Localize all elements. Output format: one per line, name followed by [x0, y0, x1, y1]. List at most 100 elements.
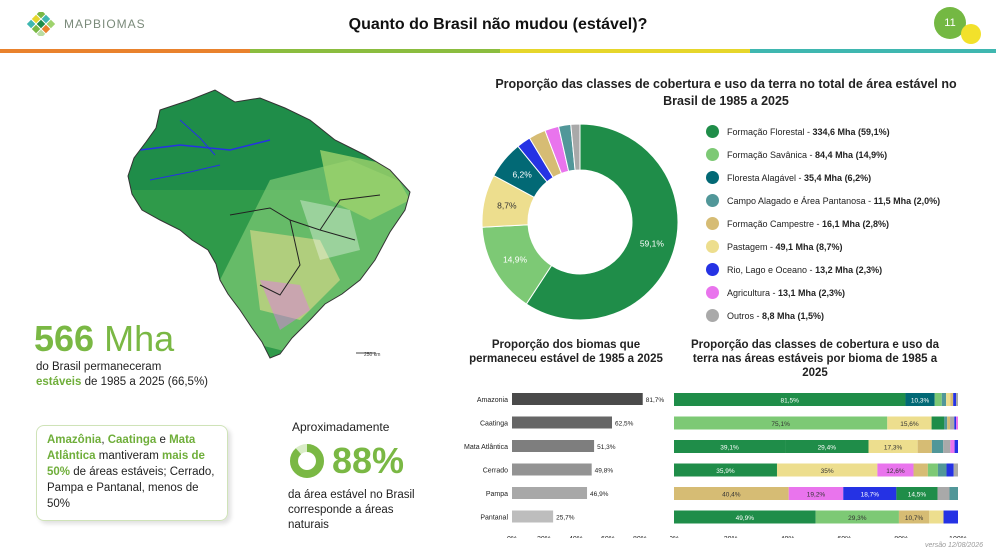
legend-item: Rio, Lago e Oceano - 13,2 Mha (2,3%)	[706, 258, 940, 281]
version-footer: versão 12/08/2026	[925, 542, 983, 549]
stack-segment	[868, 440, 918, 453]
stack-segment	[931, 440, 944, 453]
legend-value: 35,4 Mha (6,2%)	[804, 172, 872, 183]
legend-dot	[706, 171, 719, 184]
stable-area-line1: do Brasil permaneceram	[36, 361, 162, 373]
natural-approx-label: Aproximadamente	[292, 420, 390, 434]
stack-segment-label: 12,6%	[886, 468, 905, 475]
hbar-value-label: 25,7%	[556, 515, 575, 522]
stack-xtick-label: 20%	[724, 536, 738, 538]
stack-segment	[946, 463, 954, 477]
hbar-value-label: 46,9%	[590, 491, 609, 498]
brazil-stability-map: 250 km	[127, 89, 411, 359]
hbar-xtick-label: 60%	[601, 536, 615, 538]
stack-segment-label: 10,7%	[905, 515, 924, 522]
stacked-bar-chart-title: Proporção das classes de cobertura e uso…	[691, 339, 939, 379]
mapbiomas-logo[interactable]: MAPBIOMAS	[26, 12, 146, 36]
stack-segment	[674, 440, 786, 453]
stack-xtick-label: 40%	[781, 536, 795, 538]
note-text-4: de áreas estáveis; Cerrado, Pampa e Pant…	[47, 466, 215, 510]
stack-segment-label: 15,6%	[900, 421, 919, 428]
hbar-category-label: Mata Atlântica	[464, 444, 508, 451]
legend-item: Pastagem - 49,1 Mha (8,7%)	[706, 235, 940, 258]
header: MAPBIOMAS Quanto do Brasil não mudou (es…	[0, 0, 996, 53]
donut-slice-label: 59,1%	[640, 238, 665, 248]
stable-area-description: do Brasil permaneceram estáveis de 1985 …	[36, 360, 236, 390]
stack-segment	[674, 393, 906, 406]
legend-label: Formação Florestal - 334,6 Mha (59,1%)	[727, 126, 890, 137]
legend-dot	[706, 309, 719, 322]
stack-segment	[877, 463, 914, 477]
stack-segment	[950, 416, 955, 430]
stack-segment	[843, 487, 897, 500]
page-number-badge: 11	[934, 7, 966, 39]
stack-segment-label: 29,4%	[818, 445, 837, 452]
stack-segment-label: 29,3%	[848, 515, 867, 522]
legend-dot	[706, 217, 719, 230]
stable-area-value: 566	[34, 318, 95, 359]
stable-area-line2: de 1985 a 2025 (66,5%)	[84, 376, 209, 388]
stack-segment	[788, 487, 844, 500]
hbar-bar	[512, 393, 643, 405]
stack-segment	[943, 440, 951, 453]
legend-value: 11,5 Mha (2,0%)	[873, 195, 941, 206]
stack-segment	[931, 416, 945, 430]
hbar-category-label: Cerrado	[483, 468, 508, 475]
stack-segment	[905, 393, 935, 406]
stack-segment	[898, 510, 930, 524]
donut-slice	[525, 123, 679, 321]
stack-xtick-label: 0%	[670, 536, 679, 538]
legend-label: Formação Campestre - 16,1 Mha (2,8%)	[727, 218, 890, 229]
stack-segment	[776, 463, 878, 477]
legend-item: Campo Alagado e Área Pantanosa - 11,5 Mh…	[706, 189, 940, 212]
note-text-3: mantiveram	[95, 450, 163, 462]
stack-xtick-label: 80%	[894, 536, 908, 538]
legend-value: 49,1 Mha (8,7%)	[775, 241, 843, 252]
header-stripe-orange	[0, 49, 250, 53]
stack-segment	[887, 416, 932, 430]
stack-segment	[917, 440, 932, 453]
legend-value: 13,2 Mha (2,3%)	[815, 264, 883, 275]
hbar-value-label: 49,8%	[595, 468, 614, 475]
legend-dot	[706, 194, 719, 207]
note-caatinga: Caatinga	[107, 434, 157, 446]
stable-area-total: 566 Mha	[34, 318, 174, 360]
legend-item: Outros - 8,8 Mha (1,5%)	[706, 304, 940, 327]
stack-segment	[950, 393, 954, 406]
header-stripe-teal	[750, 49, 996, 53]
legend-item: Formação Campestre - 16,1 Mha (2,8%)	[706, 212, 940, 235]
stack-segment	[937, 487, 950, 500]
stack-segment	[954, 440, 958, 453]
stack-segment-label: 40,4%	[722, 492, 741, 499]
donut-slice	[570, 123, 581, 171]
stack-segment-label: 14,5%	[908, 492, 927, 499]
stack-segment-label: 35,9%	[716, 468, 735, 475]
stack-segment-label: 35%	[821, 468, 834, 475]
logo-text: MAPBIOMAS	[64, 17, 146, 31]
stack-segment-label: 10,3%	[911, 398, 930, 405]
stack-segment	[674, 510, 816, 524]
hbar-value-label: 62,5%	[615, 421, 634, 428]
legend-label: Rio, Lago e Oceano - 13,2 Mha (2,3%)	[727, 264, 883, 275]
stack-segment	[956, 393, 958, 406]
hbar-category-label: Amazonia	[477, 397, 508, 404]
legend-dot	[706, 148, 719, 161]
stack-segment	[947, 416, 951, 430]
stack-segment	[956, 416, 958, 430]
note-mata-atlantica: Mata Atlântica	[47, 434, 196, 462]
stack-segment	[929, 510, 944, 524]
biome-summary-note: Amazônia, Caatinga e Mata Atlântica mant…	[36, 425, 228, 521]
natural-ring-arc	[290, 444, 324, 478]
stable-area-unit: Mha	[104, 318, 175, 359]
legend-item: Agricultura - 13,1 Mha (2,3%)	[706, 281, 940, 304]
stack-xtick-label: 100%	[949, 536, 967, 538]
hbar-xtick-label: 0%	[507, 536, 517, 538]
stack-segment	[953, 393, 957, 406]
donut-slice-label: 8,7%	[497, 201, 517, 211]
stack-segment	[674, 487, 789, 500]
map-scale-label: 250 km	[364, 352, 380, 358]
hbar-bar	[512, 416, 612, 429]
stack-segment-label: 81,5%	[781, 398, 800, 405]
hbar-value-label: 81,7%	[646, 397, 665, 404]
page-title: Quanto do Brasil não mudou (estável)?	[348, 16, 648, 33]
